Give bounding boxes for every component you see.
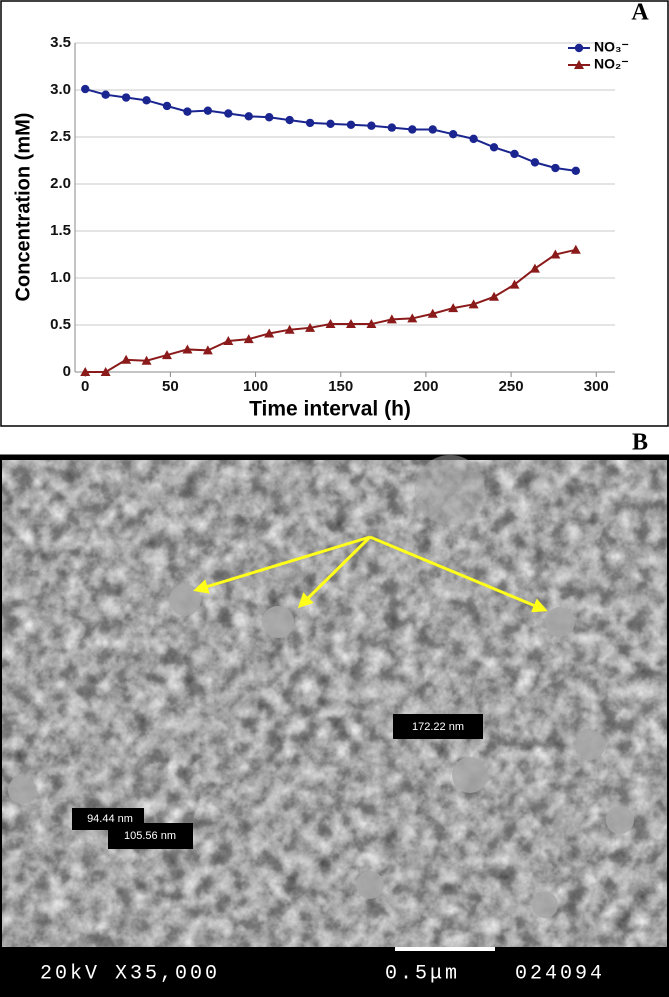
y-tick-label: 2.5	[50, 128, 71, 145]
x-axis-title: Time interval (h)	[249, 398, 411, 421]
marker	[530, 158, 540, 167]
footer-text: 20kV X35,000	[40, 962, 220, 985]
marker	[510, 149, 519, 159]
marker	[121, 93, 131, 102]
marker	[80, 367, 91, 376]
legend-label: NO₂⁻	[594, 56, 629, 72]
marker	[161, 350, 172, 360]
marker	[223, 335, 234, 345]
x-tick-label: 150	[328, 378, 353, 395]
y-tick-label: 0.5	[50, 316, 71, 333]
marker	[367, 121, 376, 130]
marker	[346, 120, 356, 129]
panel-label: A	[631, 0, 649, 26]
x-tick-label: 250	[499, 378, 524, 395]
marker	[81, 84, 90, 94]
marker	[469, 134, 478, 144]
sem-image	[2, 460, 667, 947]
x-tick-label: 50	[162, 378, 179, 395]
marker	[345, 319, 356, 329]
legend-marker	[574, 43, 584, 53]
y-tick-label: 2.0	[50, 175, 71, 192]
marker	[162, 101, 172, 111]
marker	[243, 334, 254, 344]
x-tick-label: 0	[81, 378, 89, 395]
marker	[448, 129, 458, 139]
marker	[264, 328, 275, 338]
marker	[285, 115, 294, 125]
marker	[100, 367, 111, 376]
marker	[183, 107, 192, 116]
marker	[407, 313, 418, 323]
marker	[325, 319, 336, 329]
legend-marker	[574, 60, 584, 69]
legend-label: NO₃⁻	[594, 39, 629, 55]
marker	[408, 125, 417, 134]
marker	[141, 355, 152, 365]
panel-a-frame	[0, 0, 669, 427]
marker	[305, 322, 316, 332]
marker	[386, 314, 397, 324]
marker	[366, 319, 377, 329]
marker	[121, 354, 132, 364]
marker	[428, 125, 437, 134]
marker	[326, 119, 335, 129]
marker	[571, 166, 581, 176]
measurement-box	[108, 823, 193, 849]
x-tick-label: 200	[413, 378, 438, 395]
marker	[468, 299, 479, 309]
y-tick-label: 1.5	[50, 222, 71, 239]
marker	[284, 324, 295, 334]
marker	[489, 291, 500, 301]
measurement: 105.56 nm	[124, 830, 176, 842]
footer-text: 024094	[515, 962, 605, 985]
marker	[101, 90, 110, 99]
arrows	[193, 535, 548, 613]
y-tick-label: 0	[63, 363, 71, 380]
y-tick-label: 3.0	[50, 81, 71, 98]
marker	[224, 109, 233, 118]
y-axis-title: Concentration (mM)	[12, 113, 34, 302]
marker	[142, 96, 151, 105]
panel-label: B	[632, 430, 648, 456]
marker	[264, 113, 274, 122]
x-tick-label: 300	[584, 378, 609, 395]
marker	[182, 344, 193, 354]
marker	[570, 244, 581, 254]
marker	[489, 143, 499, 152]
marker	[427, 308, 438, 318]
marker	[509, 279, 520, 289]
x-tick-label: 100	[243, 378, 268, 395]
measurement: 94.44 nm	[87, 813, 133, 825]
marker	[203, 106, 213, 115]
y-tick-label: 3.5	[50, 34, 71, 51]
measurement-box	[393, 714, 483, 739]
marker	[387, 123, 397, 132]
marker	[202, 345, 213, 355]
measurement: 172.22 nm	[412, 721, 464, 733]
sem-footer	[0, 947, 669, 997]
marker	[244, 112, 253, 121]
marker	[551, 163, 560, 173]
marker	[550, 249, 561, 259]
marker	[448, 303, 459, 313]
particles	[8, 455, 634, 918]
marker	[305, 118, 315, 128]
y-tick-label: 1.0	[50, 269, 71, 286]
footer-text: 0.5μm	[385, 962, 460, 985]
marker	[529, 263, 540, 273]
